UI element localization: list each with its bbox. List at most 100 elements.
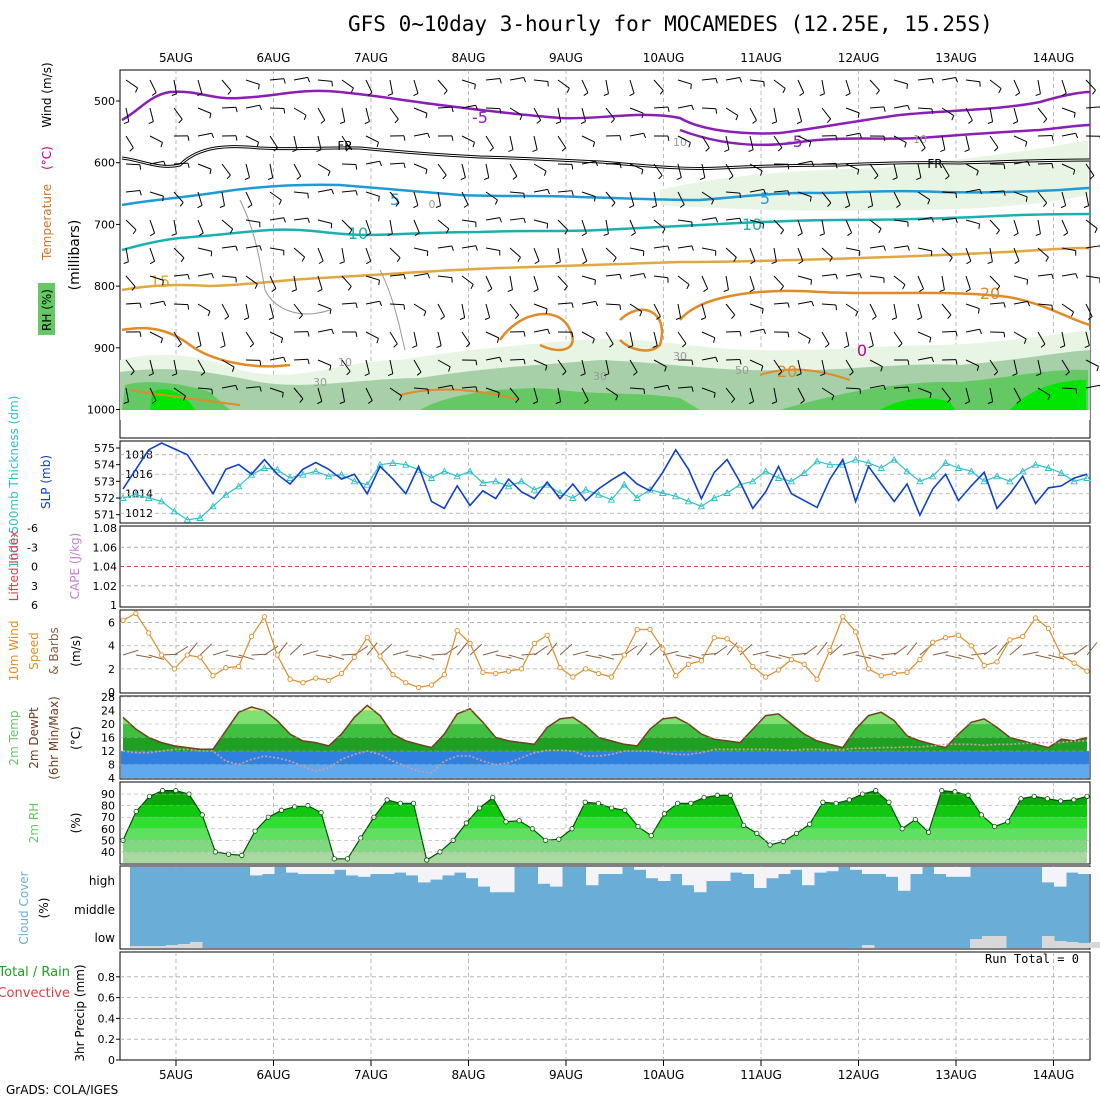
wind-barb: [245, 275, 258, 285]
wind-barb-flag: [968, 120, 973, 124]
precip-total-rain-label: Total / Rain: [0, 965, 70, 980]
wind-barb: [749, 135, 754, 150]
wind10m-barb: [456, 642, 468, 656]
wind-barb: [845, 359, 854, 373]
wind-barb-flag: [135, 87, 139, 93]
wind-barb: [797, 191, 812, 198]
wind-barb-flag: [387, 373, 393, 377]
temp-contour-5: [121, 183, 1091, 207]
wind10m-point: [930, 639, 936, 645]
wind-barb-flag: [691, 245, 694, 251]
cloud-level-label: low: [95, 931, 116, 945]
thickness-point: [286, 474, 294, 481]
wind10m-point: [1007, 637, 1013, 643]
wind-barb: [965, 188, 980, 193]
rh2m-point: [886, 799, 892, 805]
wind-barb: [365, 135, 379, 143]
wind-barb-flag: [874, 175, 879, 180]
wind10m-barb: [932, 651, 949, 656]
wind-barb: [413, 359, 422, 373]
wind-barb: [749, 303, 764, 310]
y-tick-label: 12: [101, 745, 115, 758]
wind-barb-flag: [517, 256, 521, 262]
thickness-point: [337, 470, 346, 478]
thickness-point: [196, 514, 204, 521]
wind-barb-flag: [487, 288, 493, 292]
wind-barb-flag: [283, 78, 286, 84]
wind-barb: [893, 219, 908, 223]
wind-barb: [821, 162, 837, 165]
wind-barb-flag: [366, 260, 371, 265]
wind-barb-flag: [235, 385, 238, 391]
wind-barb-flag: [494, 199, 498, 205]
wind-barb-flag: [317, 288, 323, 293]
wind-barb-flag: [667, 385, 670, 391]
wind-barb: [341, 219, 353, 231]
wind-barb-flag: [1003, 164, 1006, 170]
rh2m-point: [384, 797, 390, 803]
wind-barb: [1061, 163, 1075, 171]
wind-barb-flag: [139, 303, 142, 309]
wind-barb-flag: [148, 121, 154, 125]
wind-barb-flag: [271, 288, 277, 292]
wind-barb: [197, 387, 212, 390]
wind-barb: [1061, 247, 1076, 252]
wind-barb-flag: [955, 218, 958, 224]
wind-barb-flag: [976, 170, 979, 176]
cloud-high-bar: [310, 867, 323, 874]
wind-barb: [221, 275, 236, 278]
wind10m-point: [158, 652, 165, 658]
panel-frame-rh: [119, 781, 1091, 865]
wind-barb: [989, 219, 1000, 231]
rh2m-point: [846, 797, 852, 803]
wind10m-barb: [791, 652, 808, 656]
wind-barb: [149, 275, 164, 281]
wind-barb: [221, 303, 230, 317]
wind-barb: [245, 104, 260, 109]
contour-label: 0: [857, 341, 867, 360]
wind10m-barb: [174, 646, 189, 656]
wind-barb: [869, 191, 874, 206]
wind-barb: [317, 275, 323, 290]
lifted-index-label: Lifted Index: [7, 531, 21, 602]
wind-barb-flag: [470, 284, 474, 290]
wind-barb: [917, 275, 924, 290]
wind-barb-flag: [499, 217, 502, 223]
upper-wind-barbs: [123, 76, 1100, 405]
wind-barb-flag: [123, 401, 129, 404]
wind-barb: [437, 79, 448, 91]
wind-barb: [653, 245, 668, 249]
wind-barb: [269, 387, 284, 393]
wind-barb-flag: [907, 359, 910, 366]
wind-barb: [605, 107, 615, 120]
wind-barb-flag: [162, 280, 164, 286]
wind-barb-flag: [451, 245, 454, 251]
wind-barb-flag: [515, 398, 520, 403]
y-tick-label: 0.6: [98, 992, 116, 1005]
wind-barb: [989, 190, 1004, 193]
wind-barb: [461, 104, 476, 109]
wind-barb: [125, 302, 141, 305]
wind-barb-flag: [946, 398, 951, 404]
thickness-point: [1044, 464, 1053, 471]
wind-barb-flag: [691, 386, 694, 392]
wind10m-barb: [739, 644, 753, 656]
thickness-point: [119, 494, 127, 501]
wind-barb: [749, 359, 763, 367]
wind-barb-flag: [931, 357, 934, 363]
wind-barb: [173, 387, 186, 397]
wind-barb: [125, 79, 138, 89]
cloud-high-bar: [1078, 867, 1091, 874]
wind-barb: [485, 247, 500, 252]
wind-barb-flag: [523, 77, 526, 83]
wind-barb: [581, 107, 587, 122]
wind10m-barb: [379, 643, 393, 656]
wind-barb: [725, 303, 736, 316]
wind-barb: [413, 272, 428, 277]
wind-barb: [941, 247, 953, 258]
wind-barb-flag: [819, 233, 825, 236]
wind-barb-flag: [1060, 205, 1066, 209]
wind-barb: [893, 331, 903, 344]
wind10m-point: [326, 677, 332, 684]
wind10m-barb: [906, 642, 918, 656]
